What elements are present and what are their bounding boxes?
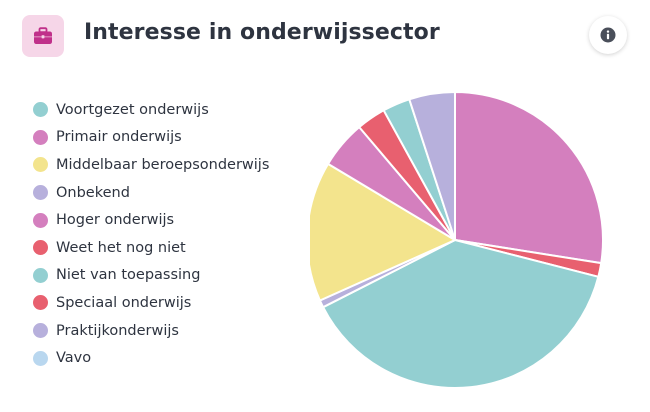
legend-swatch xyxy=(33,295,48,311)
legend-item[interactable]: Hoger onderwijs xyxy=(33,206,269,234)
legend-swatch xyxy=(33,323,48,339)
legend-item[interactable]: Praktijkonderwijs xyxy=(33,317,269,345)
legend-item[interactable]: Weet het nog niet xyxy=(33,234,269,262)
legend-label: Niet van toepassing xyxy=(56,267,201,284)
legend-label: Speciaal onderwijs xyxy=(56,294,192,311)
pie-slice-primair-onderwijs[interactable] xyxy=(454,91,604,265)
chart-legend: Voortgezet onderwijs Primair onderwijs Mid… xyxy=(33,96,269,372)
briefcase-icon xyxy=(34,27,52,44)
legend-swatch xyxy=(33,157,48,173)
legend-item[interactable]: Primair onderwijs xyxy=(33,124,269,152)
legend-label: Weet het nog niet xyxy=(56,239,186,256)
legend-item[interactable]: Middelbaar beroepsonderwijs xyxy=(33,151,269,179)
legend-label: Voortgezet onderwijs xyxy=(56,101,209,118)
legend-label: Praktijkonderwijs xyxy=(56,322,179,339)
legend-label: Primair onderwijs xyxy=(56,129,182,146)
legend-swatch xyxy=(33,350,48,366)
legend-label: Onbekend xyxy=(56,184,130,201)
legend-item[interactable]: Niet van toepassing xyxy=(33,262,269,290)
chart-title: Interesse in onderwijssector xyxy=(84,20,440,45)
legend-item[interactable]: Speciaal onderwijs xyxy=(33,289,269,317)
legend-item[interactable]: Vavo xyxy=(33,344,269,372)
legend-swatch xyxy=(33,240,48,256)
pie-slice-middelbaar-beroepsonderwijs[interactable] xyxy=(310,162,456,302)
legend-label: Vavo xyxy=(56,350,92,367)
info-button[interactable] xyxy=(589,16,627,54)
pie-slice-onbekend[interactable] xyxy=(408,91,456,241)
legend-swatch xyxy=(33,102,48,118)
pie-slice-voortgezet-onderwijs[interactable] xyxy=(322,239,600,389)
legend-item[interactable]: Voortgezet onderwijs xyxy=(33,96,269,124)
legend-swatch xyxy=(33,185,48,201)
legend-swatch xyxy=(33,212,48,228)
legend-label: Middelbaar beroepsonderwijs xyxy=(56,156,270,173)
info-icon xyxy=(600,27,616,43)
legend-swatch xyxy=(33,129,48,145)
legend-label: Hoger onderwijs xyxy=(56,212,175,229)
legend-item[interactable]: Onbekend xyxy=(33,179,269,207)
legend-swatch xyxy=(33,267,48,283)
pie-chart xyxy=(310,91,604,389)
header-icon-tile xyxy=(22,15,64,57)
